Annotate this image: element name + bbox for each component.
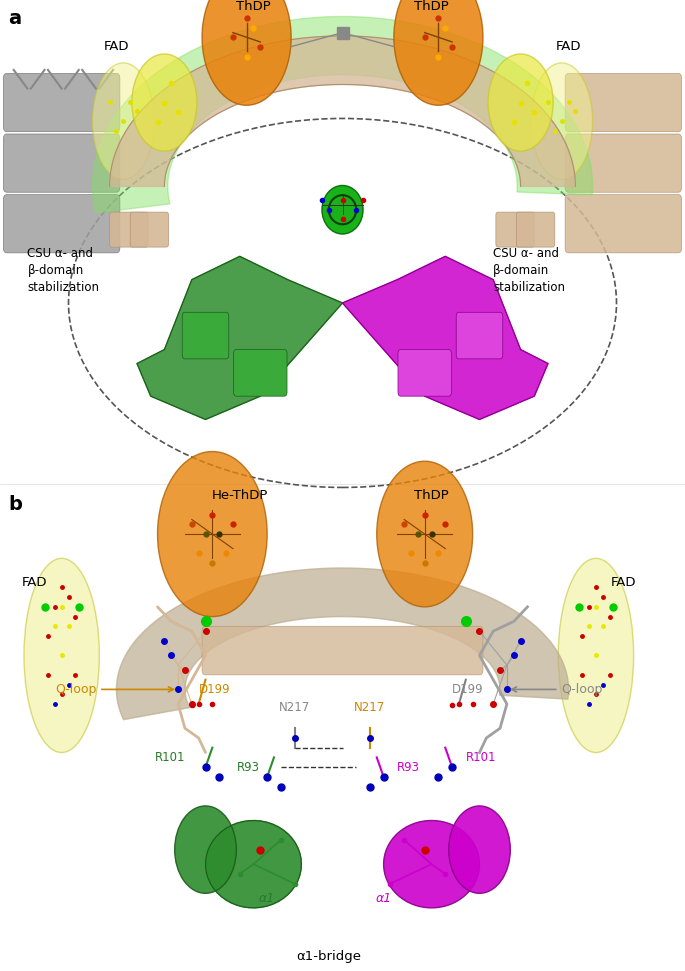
Text: FAD: FAD (103, 40, 129, 53)
Text: R101: R101 (154, 751, 185, 764)
Text: FAD: FAD (21, 576, 47, 589)
Polygon shape (116, 568, 569, 720)
Text: R93: R93 (237, 760, 260, 774)
Ellipse shape (175, 806, 236, 893)
Polygon shape (342, 256, 548, 419)
Polygon shape (116, 568, 569, 720)
Text: He-ThDP: He-ThDP (212, 488, 268, 502)
FancyBboxPatch shape (516, 212, 555, 247)
Ellipse shape (394, 0, 483, 105)
Text: R93: R93 (397, 760, 421, 774)
FancyBboxPatch shape (456, 313, 503, 359)
Text: Q-loop: Q-loop (55, 683, 173, 696)
Text: α1: α1 (375, 891, 392, 905)
Ellipse shape (92, 63, 154, 180)
FancyBboxPatch shape (3, 194, 120, 252)
Ellipse shape (132, 54, 197, 151)
Ellipse shape (558, 558, 634, 753)
Text: CSU α- and
β-domain
stabilization: CSU α- and β-domain stabilization (493, 247, 565, 294)
FancyBboxPatch shape (234, 350, 287, 396)
Ellipse shape (384, 820, 479, 908)
Polygon shape (92, 17, 593, 213)
Text: N217: N217 (354, 701, 386, 714)
Ellipse shape (24, 558, 99, 753)
Text: α1: α1 (259, 891, 275, 905)
Text: b: b (8, 495, 22, 515)
Polygon shape (206, 820, 301, 908)
FancyBboxPatch shape (182, 313, 229, 359)
Text: ThDP: ThDP (414, 1, 449, 14)
Ellipse shape (449, 806, 510, 893)
Ellipse shape (531, 63, 593, 180)
FancyBboxPatch shape (202, 626, 483, 675)
Text: N217: N217 (279, 701, 310, 714)
Text: Q-loop: Q-loop (512, 683, 603, 696)
FancyBboxPatch shape (565, 74, 682, 132)
FancyBboxPatch shape (3, 134, 120, 192)
FancyBboxPatch shape (130, 212, 169, 247)
Text: FAD: FAD (556, 40, 582, 53)
Ellipse shape (322, 185, 363, 234)
FancyBboxPatch shape (565, 134, 682, 192)
Text: D199: D199 (452, 683, 484, 696)
Ellipse shape (377, 461, 473, 607)
Text: ThDP: ThDP (414, 488, 449, 502)
Text: α1-bridge: α1-bridge (297, 950, 361, 963)
Text: D199: D199 (199, 683, 230, 696)
Text: FAD: FAD (610, 576, 636, 589)
Ellipse shape (158, 452, 267, 617)
Ellipse shape (202, 0, 291, 105)
Text: ThDP: ThDP (236, 1, 271, 14)
Polygon shape (137, 256, 342, 419)
FancyBboxPatch shape (565, 194, 682, 252)
FancyBboxPatch shape (398, 350, 451, 396)
Text: CSU α- and
β-domain
stabilization: CSU α- and β-domain stabilization (27, 247, 99, 294)
Text: a: a (8, 10, 21, 28)
FancyBboxPatch shape (110, 212, 148, 247)
FancyBboxPatch shape (496, 212, 534, 247)
Polygon shape (110, 36, 575, 186)
FancyBboxPatch shape (3, 74, 120, 132)
Ellipse shape (488, 54, 553, 151)
Text: R101: R101 (466, 751, 497, 764)
